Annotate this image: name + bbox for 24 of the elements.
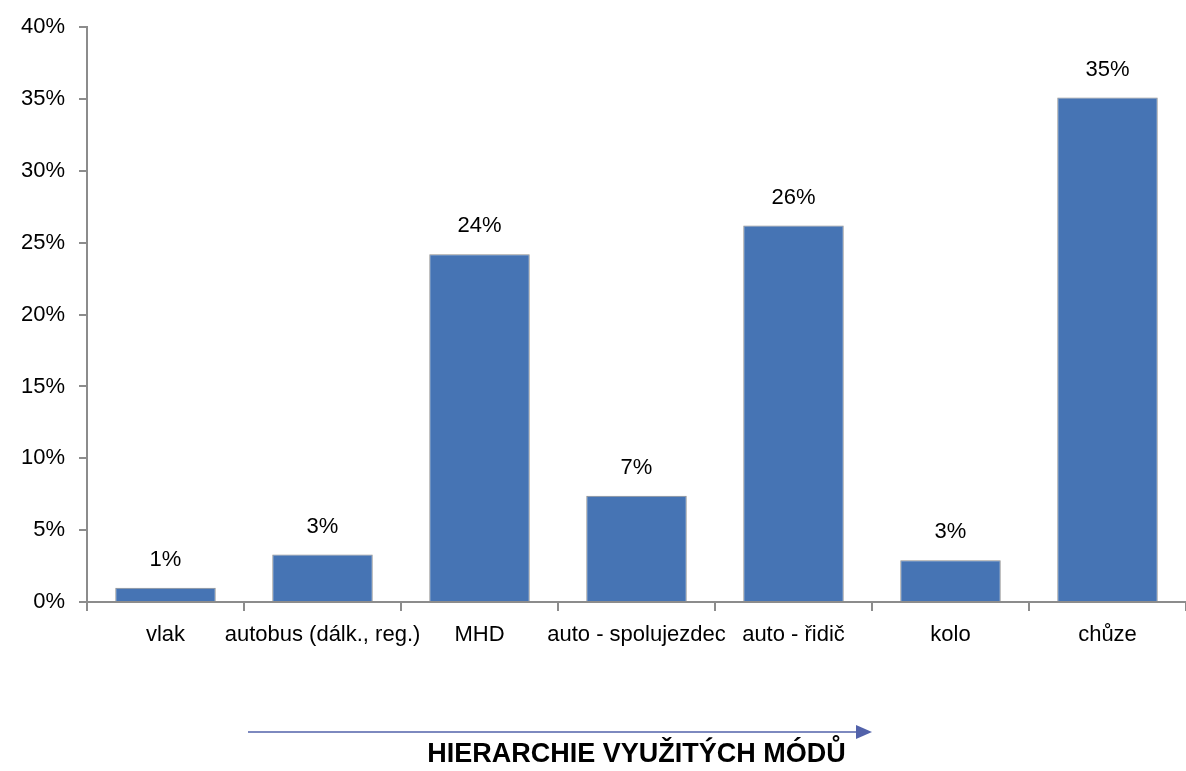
y-tick-label: 35% [20,85,65,111]
y-tick-label: 10% [20,444,65,470]
y-tick-label: 5% [33,516,65,542]
y-tick-label: 30% [20,156,65,182]
data-label: 7% [620,453,653,479]
x-tick-label: chůze [1078,621,1137,647]
x-tick-label: MHD [454,621,505,647]
data-label: 26% [771,183,816,209]
y-tick-label: 20% [20,300,65,326]
x-axis-title: HIERARCHIE VYUŽITÝCH MÓDŮ [427,735,846,769]
y-tick-label: 25% [20,228,65,254]
x-tick-label: autobus (dálk., reg.) [224,621,421,647]
y-tick-label: 15% [20,372,65,398]
data-label: 1% [149,545,182,571]
x-tick-label: kolo [930,621,971,647]
data-label: 3% [306,512,339,538]
x-tick-label: vlak [145,621,187,647]
x-tick-label: auto - spolujezdec [547,621,726,647]
x-tick-label: auto - řidič [742,621,845,647]
data-label: 3% [934,518,967,544]
y-tick-label: 0% [33,588,65,614]
data-label: 35% [1085,55,1130,81]
y-tick-label: 40% [20,13,65,39]
data-label: 24% [457,212,502,238]
